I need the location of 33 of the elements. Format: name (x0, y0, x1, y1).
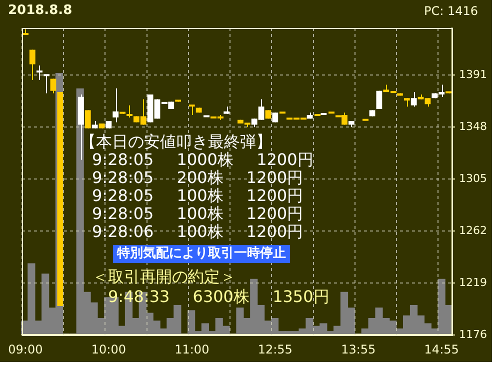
y-tick-label: 1176 (459, 328, 487, 341)
candlestick (188, 104, 195, 116)
y-tick-label: 1262 (459, 224, 487, 237)
y-tick-label: 1305 (459, 172, 487, 185)
x-tick-label: 11:00 (174, 342, 210, 356)
annotation: 9:28:05 200株 1200円 (92, 168, 304, 187)
candlestick (84, 110, 91, 129)
annotation: ＜取引再開の約定＞ (92, 267, 236, 286)
candlestick (410, 92, 417, 108)
annotation: 9:28:05 1000株 1200円 (92, 150, 314, 169)
candlestick (126, 104, 134, 118)
candlestick (29, 49, 36, 80)
candlestick (376, 90, 382, 110)
candlestick (112, 88, 119, 123)
annotation: 9:28:05 100株 1200円 (92, 186, 304, 205)
annotation: 9:28:05 100株 1200円 (92, 204, 304, 223)
candlestick (50, 78, 56, 94)
x-tick-label: 13:55 (341, 342, 376, 356)
y-tick-label: 1219 (459, 276, 487, 289)
x-tick-label: 14:55 (424, 342, 459, 356)
x-tick-label: 12:55 (258, 342, 292, 356)
annotation: 特別気配により取引一時停止 (113, 245, 290, 264)
y-tick-label: 1391 (459, 68, 487, 81)
annotation: 9:28:06 100株 1200円 (92, 222, 304, 241)
text: PC: 1416 (424, 4, 478, 18)
candlestick (42, 74, 50, 94)
candlestick (36, 64, 44, 80)
chart-title: 2018.8.8 (8, 3, 72, 18)
x-tick-label: 09:00 (8, 342, 43, 356)
y-tick-label: 1348 (459, 120, 487, 133)
candlestick (272, 112, 278, 123)
x-tick-label: 10:00 (91, 342, 126, 356)
annotation: 【本日の安値叩き最終弾】 (80, 132, 272, 151)
